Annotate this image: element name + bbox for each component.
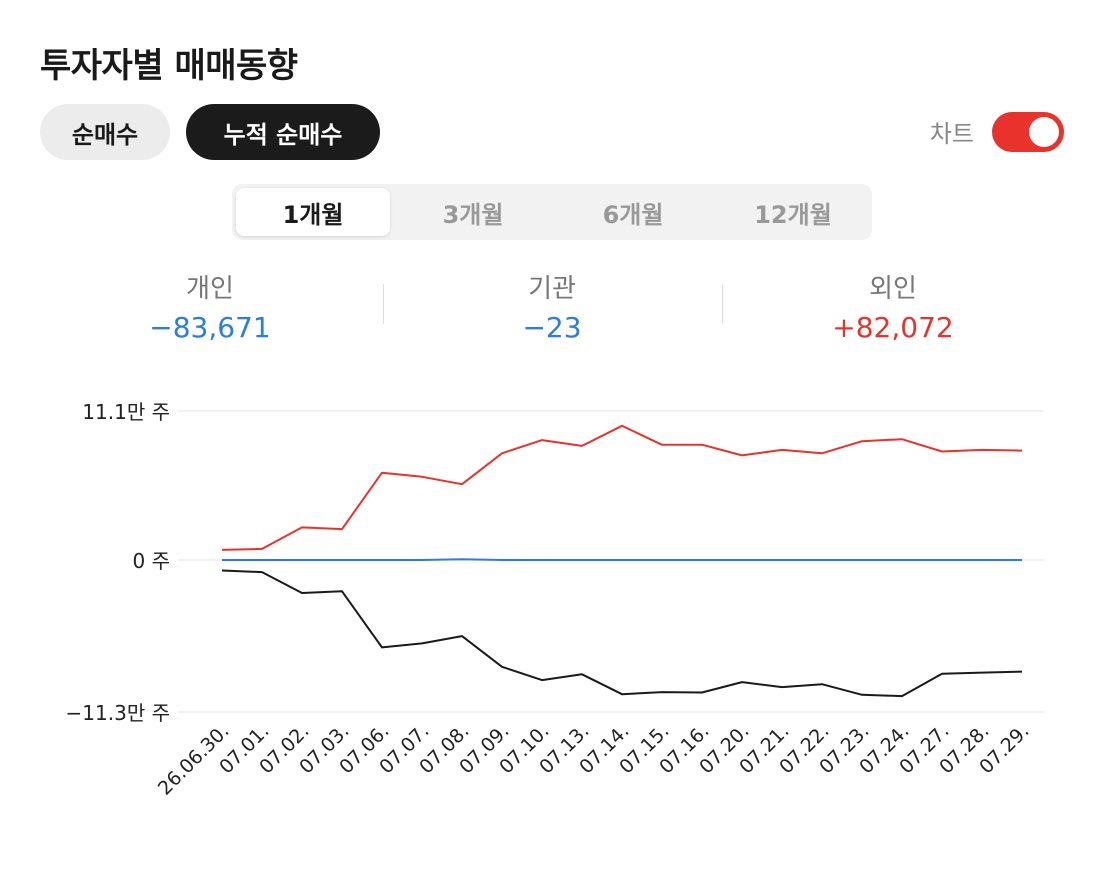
stat-divider bbox=[722, 284, 723, 324]
series-line-foreign bbox=[221, 424, 1023, 551]
stat-foreign: 외인 +82,072 bbox=[743, 268, 1043, 344]
toggle-knob bbox=[1029, 117, 1059, 147]
stat-individual-label: 개인 bbox=[186, 274, 234, 304]
stat-institution-label: 기관 bbox=[528, 274, 576, 304]
period-tabs: 1개월 3개월 6개월 12개월 bbox=[232, 184, 872, 240]
y-tick-label: 0 주 bbox=[133, 549, 170, 573]
net-buy-tab[interactable]: 순매수 bbox=[40, 104, 170, 160]
cumulative-net-buy-tab[interactable]: 누적 순매수 bbox=[186, 104, 380, 160]
series-line-institution bbox=[222, 558, 1022, 561]
page-title: 투자자별 매매동향 bbox=[40, 46, 298, 86]
chart-toggle-switch[interactable] bbox=[992, 112, 1064, 152]
stat-institution: 기관 −23 bbox=[402, 268, 702, 344]
tab-3-months[interactable]: 3개월 bbox=[442, 200, 504, 229]
chart-toggle-label: 차트 bbox=[929, 120, 974, 148]
cumulative-net-buy-chart: 11.1만 주0 주−11.3만 주26.06.30.07.01.07.02.0… bbox=[66, 400, 1044, 800]
tab-12-months[interactable]: 12개월 bbox=[754, 200, 832, 229]
y-tick-label: −11.3만 주 bbox=[66, 701, 170, 725]
stat-institution-value: −23 bbox=[522, 311, 582, 344]
tab-6-months[interactable]: 6개월 bbox=[602, 200, 664, 229]
stat-individual-value: −83,671 bbox=[149, 311, 271, 344]
stat-foreign-value: +82,072 bbox=[832, 311, 954, 344]
y-tick-label: 11.1만 주 bbox=[82, 400, 170, 424]
series-line-individual bbox=[221, 569, 1023, 698]
stat-individual: 개인 −83,671 bbox=[60, 268, 360, 344]
tab-1-month[interactable]: 1개월 bbox=[236, 188, 390, 236]
stat-divider bbox=[383, 284, 384, 324]
stat-foreign-label: 외인 bbox=[869, 274, 917, 304]
